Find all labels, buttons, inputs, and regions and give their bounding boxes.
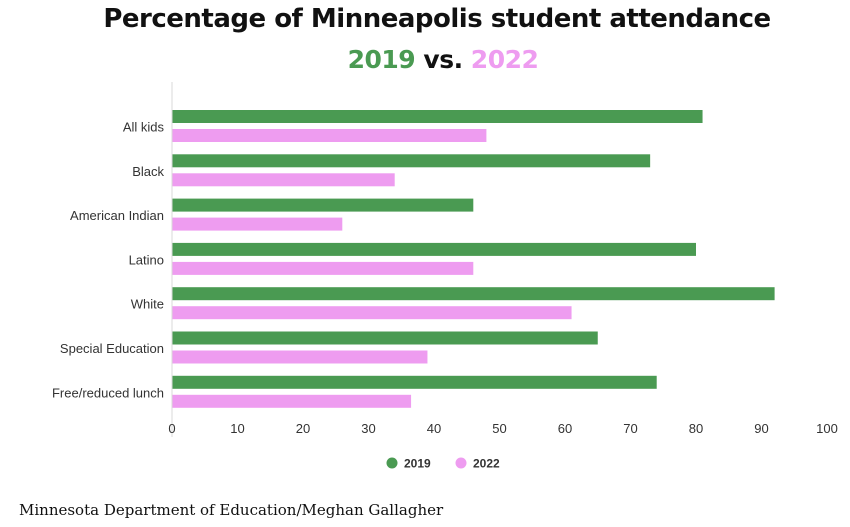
- x-tick-label-40: 40: [427, 421, 441, 436]
- x-tick-label-10: 10: [230, 421, 244, 436]
- subtitle-versus: vs.: [415, 45, 471, 74]
- source-credit: Minnesota Department of Education/Meghan…: [19, 501, 444, 519]
- category-label-american-indian: American Indian: [70, 208, 164, 223]
- legend-label-2019: 2019: [404, 457, 431, 471]
- bars-group: [172, 110, 775, 408]
- bar-2019-black: [172, 154, 651, 168]
- bar-2019-latino: [172, 242, 696, 256]
- x-tick-label-60: 60: [558, 421, 572, 436]
- category-label-white: White: [131, 297, 164, 312]
- bar-2022-white: [172, 306, 572, 320]
- category-label-special-education: Special Education: [60, 341, 164, 356]
- x-tick-label-70: 70: [623, 421, 637, 436]
- category-labels: All kids Black American Indian Latino White S…: [52, 120, 165, 401]
- chart-subtitle: 2019 vs. 2022: [0, 45, 850, 74]
- bar-2022-american-indian: [172, 217, 343, 231]
- bar-2019-american-indian: [172, 198, 474, 212]
- legend: 2019 2022: [386, 457, 500, 471]
- bar-2019-all-kids: [172, 110, 703, 123]
- category-label-free-reduced-lunch: Free/reduced lunch: [52, 385, 164, 400]
- x-tick-label-50: 50: [492, 421, 506, 436]
- x-tick-label-100: 100: [816, 421, 838, 436]
- x-axis-ticks: 0 10 20 30 40 50 60 70 80 90 100: [168, 421, 837, 436]
- bar-2022-black: [172, 173, 395, 187]
- chart-title: Percentage of Minneapolis student attend…: [103, 4, 771, 34]
- legend-marker-2022: [455, 457, 467, 469]
- x-tick-label-20: 20: [296, 421, 310, 436]
- subtitle-year-2022: 2022: [470, 45, 539, 74]
- x-tick-label-80: 80: [689, 421, 703, 436]
- bar-2022-special-education: [172, 350, 428, 364]
- x-tick-label-0: 0: [168, 421, 175, 436]
- legend-label-2022: 2022: [473, 457, 500, 471]
- x-tick-label-30: 30: [361, 421, 375, 436]
- category-label-latino: Latino: [129, 252, 164, 267]
- bar-2019-special-education: [172, 331, 598, 345]
- category-label-black: Black: [132, 164, 164, 179]
- bar-2022-free-reduced-lunch: [172, 394, 412, 408]
- legend-marker-2019: [386, 457, 398, 469]
- subtitle-year-2019: 2019: [347, 45, 416, 74]
- category-label-all-kids: All kids: [123, 120, 165, 135]
- bar-2019-white: [172, 287, 775, 301]
- bar-2022-all-kids: [172, 129, 487, 142]
- x-tick-label-90: 90: [754, 421, 768, 436]
- bar-2019-free-reduced-lunch: [172, 375, 657, 389]
- bar-2022-latino: [172, 261, 474, 275]
